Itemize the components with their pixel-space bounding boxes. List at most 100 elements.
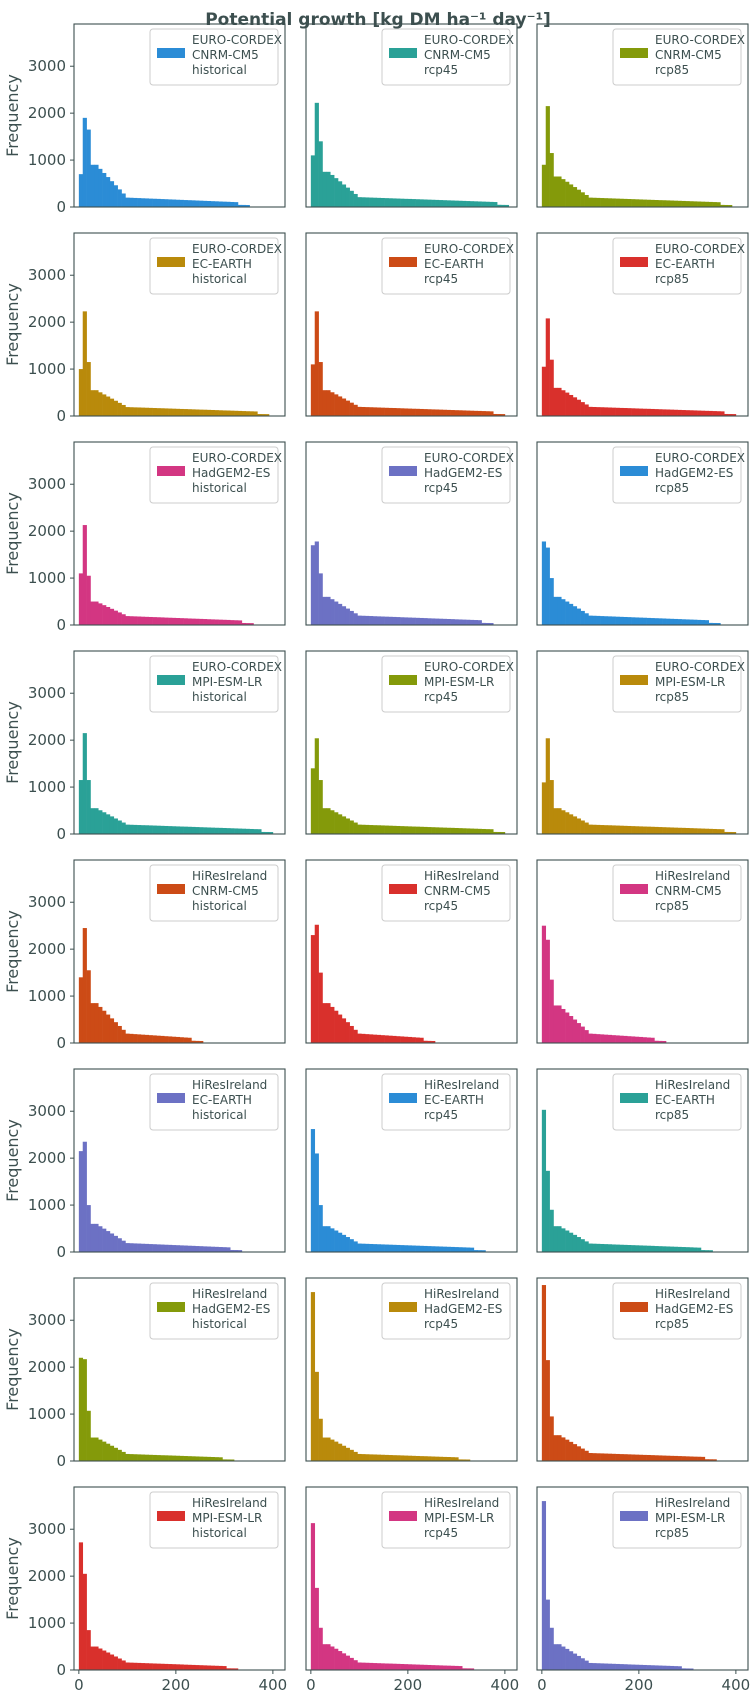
histogram-bar	[673, 200, 678, 207]
histogram-bar	[642, 617, 647, 625]
histogram-bar	[411, 617, 416, 625]
histogram-bar	[646, 1665, 651, 1670]
histogram-bar	[121, 1029, 126, 1043]
histogram-bar	[545, 1360, 550, 1461]
histogram-bar	[384, 198, 389, 207]
histogram-bar	[423, 1245, 428, 1252]
histogram-bar	[712, 411, 717, 416]
histogram-bar	[646, 617, 651, 625]
histogram-bar	[435, 1246, 440, 1252]
histogram-bar	[541, 925, 547, 1043]
histogram-bar	[86, 575, 91, 625]
histogram-bar	[658, 1665, 663, 1670]
histogram-bar	[592, 1453, 597, 1461]
legend-box	[381, 237, 511, 295]
legend-label: HiResIreland	[424, 1078, 499, 1092]
histogram-bar	[569, 603, 574, 625]
histogram-bar	[481, 622, 486, 625]
legend-label: historical	[192, 481, 247, 495]
histogram-bar	[148, 1663, 153, 1670]
histogram-bar	[191, 1245, 196, 1252]
y-tick-label: 2000	[28, 940, 66, 958]
histogram-bar	[171, 1664, 177, 1670]
histogram-bar	[195, 1040, 200, 1043]
histogram-bar	[322, 1644, 327, 1670]
legend-label: rcp85	[655, 63, 689, 77]
histogram-bar	[611, 616, 616, 625]
legend-swatch	[620, 257, 648, 267]
histogram-bar	[627, 617, 632, 625]
histogram-bar	[326, 1226, 331, 1252]
legend-swatch	[389, 675, 417, 685]
histogram-bar	[724, 831, 729, 834]
histogram-bar	[631, 826, 636, 834]
axes-frame	[305, 441, 518, 626]
histogram-bar	[241, 411, 247, 416]
histogram-bar	[720, 411, 725, 416]
histogram-bar	[400, 1663, 405, 1670]
histogram-bar	[600, 825, 605, 834]
histogram-bar	[669, 618, 675, 625]
x-tick-label: 400	[491, 1676, 520, 1694]
histogram-bar	[392, 825, 397, 834]
histogram-bar	[615, 1663, 620, 1670]
histogram-bar	[466, 619, 471, 625]
histogram-bar	[106, 396, 111, 416]
histogram-bar	[384, 1454, 389, 1461]
histogram-bar	[407, 1036, 413, 1043]
histogram-bar	[195, 409, 200, 416]
histogram-bar	[419, 199, 424, 207]
histogram-bar	[596, 615, 601, 625]
histogram-bar	[438, 1665, 444, 1670]
histogram-bar	[140, 407, 146, 416]
legend-box	[612, 1491, 742, 1549]
histogram-bar	[365, 407, 370, 416]
histogram-bar	[396, 1244, 401, 1252]
histogram-bar	[226, 201, 231, 207]
histogram-bar	[361, 406, 366, 416]
legend-swatch	[389, 257, 417, 267]
histogram-bar	[650, 1037, 655, 1043]
histogram-bar	[148, 1035, 153, 1043]
histogram-bar	[326, 808, 331, 834]
histogram-bar	[619, 616, 624, 625]
histogram-bar	[576, 1237, 581, 1252]
histogram-bar	[94, 1437, 99, 1461]
legend-label: EURO-CORDEX	[424, 660, 514, 674]
histogram-bar	[338, 1232, 343, 1252]
legend-label: EURO-CORDEX	[655, 33, 745, 47]
histogram-bar	[86, 129, 91, 207]
histogram-bar	[615, 1244, 620, 1252]
histogram-bar	[677, 409, 682, 416]
y-tick-label: 1000	[28, 360, 66, 378]
histogram-bar	[179, 408, 184, 416]
histogram-bar	[199, 1665, 204, 1670]
histogram-bar	[168, 826, 173, 834]
y-tick-label: 0	[56, 825, 66, 843]
legend-label: historical	[192, 690, 247, 704]
histogram-bar	[113, 400, 118, 416]
histogram-bar	[392, 1455, 397, 1461]
histogram-bar	[365, 615, 370, 625]
histogram-bar	[462, 1668, 467, 1670]
histogram-bar	[642, 1037, 647, 1043]
histogram-bar	[561, 1646, 566, 1670]
histogram-bar	[403, 1036, 409, 1043]
histogram-bar	[210, 201, 215, 207]
histogram-bar	[341, 1445, 347, 1461]
y-tick-label: 1000	[28, 151, 66, 169]
histogram-bar	[237, 204, 243, 207]
histogram-bar	[187, 1037, 192, 1043]
histogram-bar	[553, 1435, 558, 1461]
histogram-bar	[341, 1653, 347, 1670]
histogram-bar	[396, 825, 401, 834]
histogram-bar	[361, 1454, 366, 1461]
histogram-bar	[90, 390, 95, 416]
histogram-bar	[310, 364, 316, 416]
histogram-bar	[642, 199, 647, 207]
legend-label: EC-EARTH	[655, 1093, 715, 1107]
histogram-bar	[210, 1246, 215, 1252]
histogram-bar	[171, 408, 177, 416]
